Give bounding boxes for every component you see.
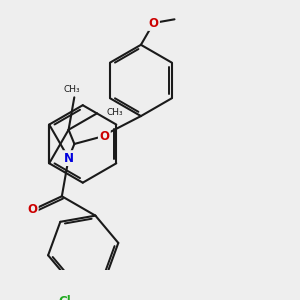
Text: N: N <box>64 152 74 165</box>
Text: O: O <box>99 130 109 143</box>
Text: O: O <box>148 16 158 29</box>
Text: CH₃: CH₃ <box>63 85 80 94</box>
Text: O: O <box>27 202 37 216</box>
Text: CH₃: CH₃ <box>107 108 123 117</box>
Text: Cl: Cl <box>58 295 71 300</box>
